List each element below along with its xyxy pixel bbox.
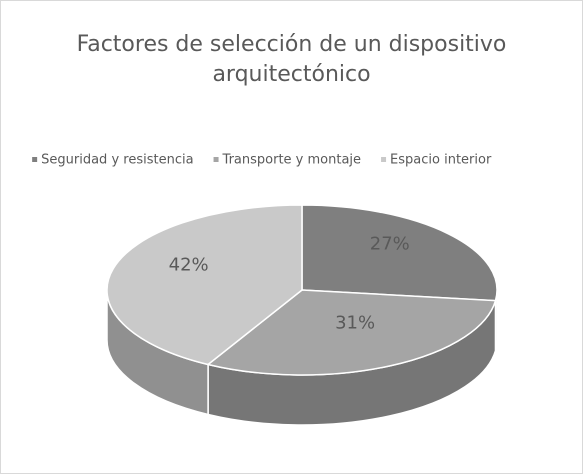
data-label: 27%	[370, 233, 410, 254]
legend-swatch	[32, 157, 38, 162]
legend-label: Espacio interior	[390, 153, 492, 168]
legend-label: Transporte y montaje	[222, 153, 362, 168]
legend-swatch	[381, 157, 387, 162]
data-label: 31%	[335, 312, 375, 333]
slice	[106, 204, 303, 366]
slice	[301, 204, 498, 302]
data-label: 42%	[169, 254, 209, 275]
slice	[206, 289, 497, 376]
legend-swatch	[213, 157, 219, 162]
chart-title: Factores de selección de un dispositivo …	[76, 32, 507, 87]
legend-label: Seguridad y resistencia	[41, 153, 193, 168]
